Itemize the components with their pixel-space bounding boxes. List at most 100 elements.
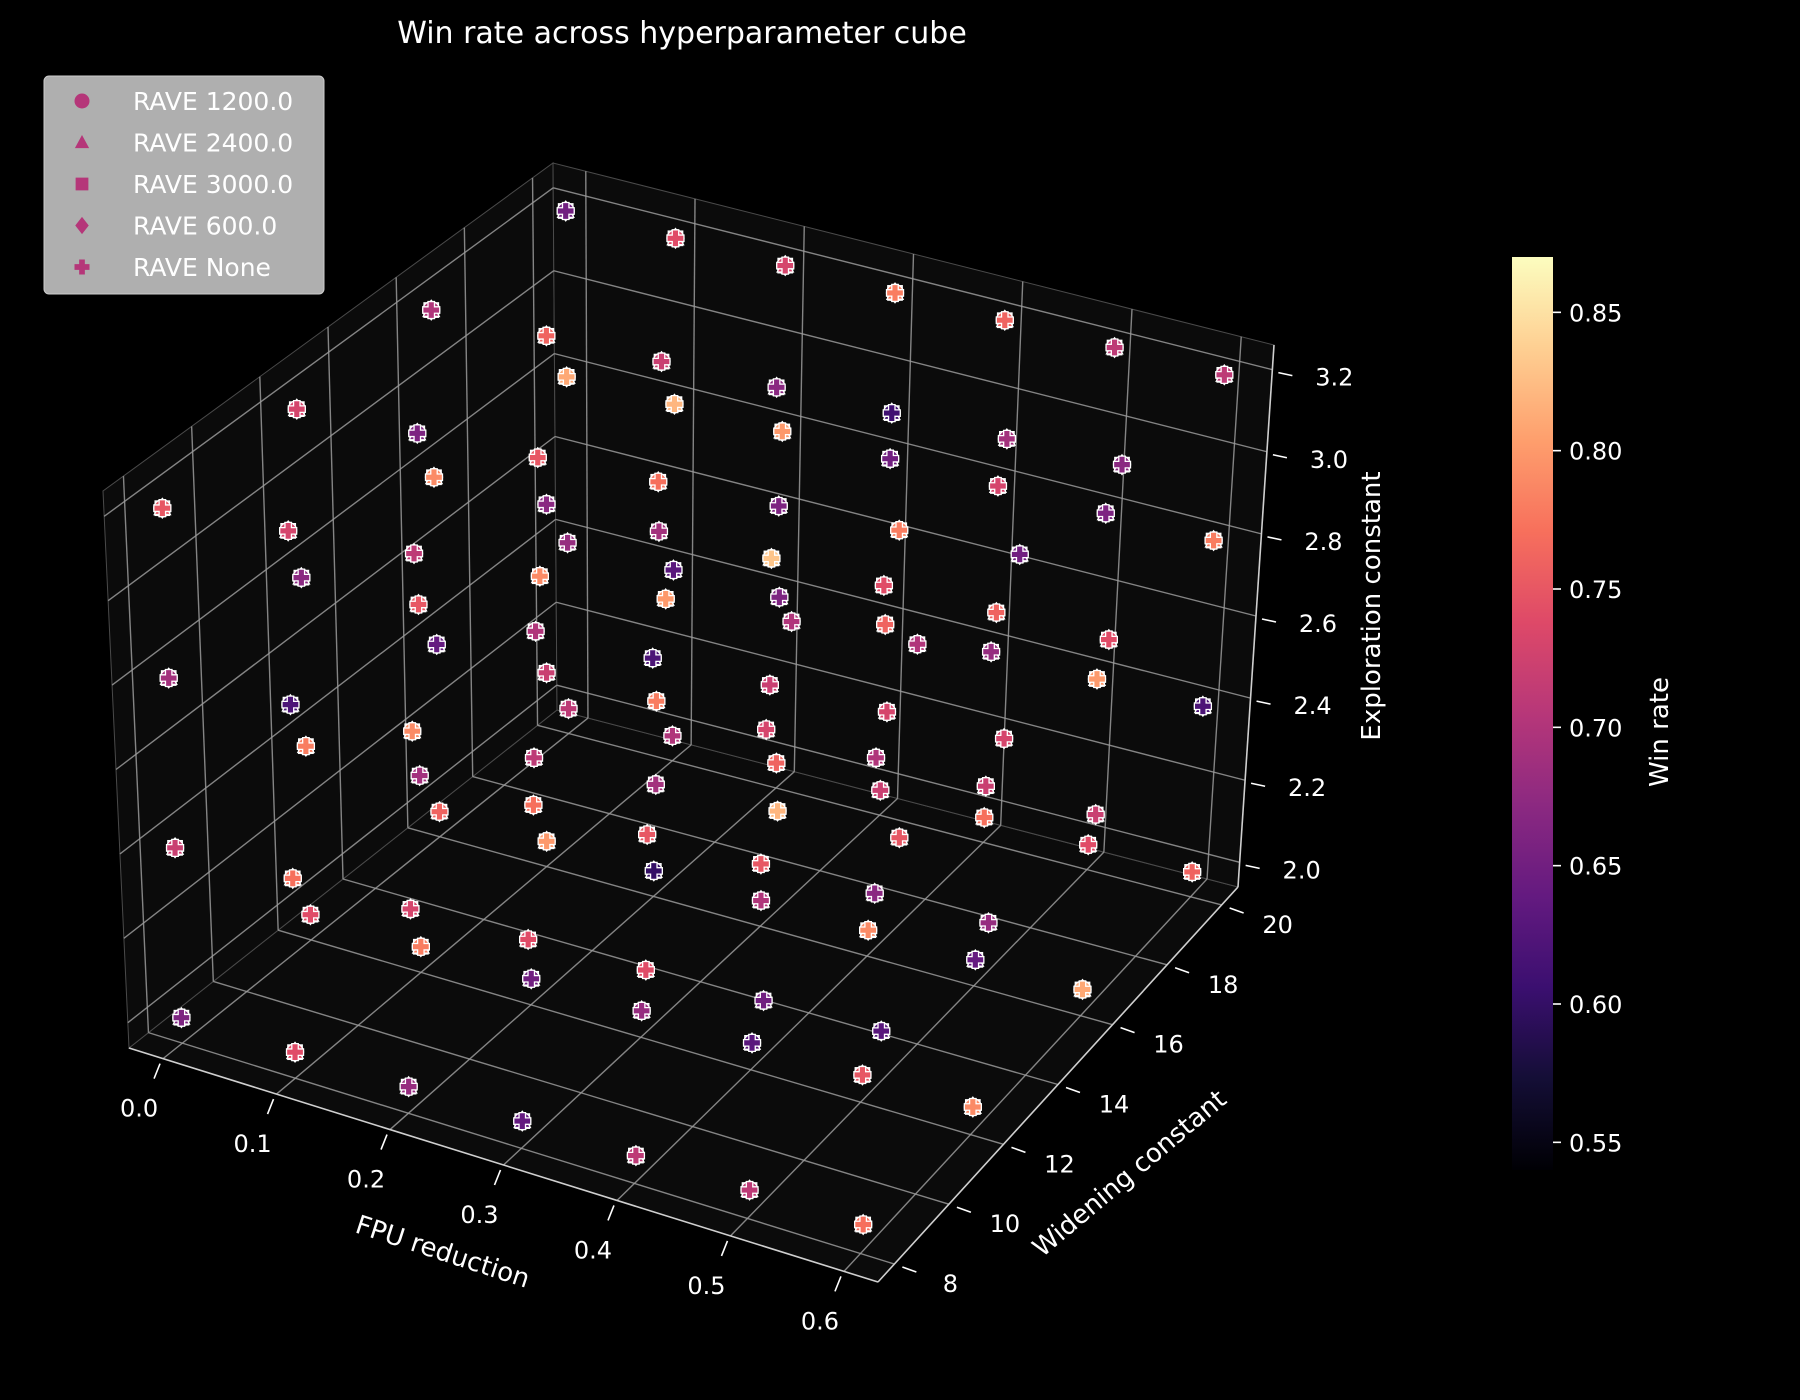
data-point [524, 747, 544, 769]
point-marker-plus [872, 1021, 891, 1041]
data-point [296, 735, 316, 757]
point-marker-plus [742, 1033, 762, 1053]
point-marker-plus [997, 429, 1017, 449]
data-point [646, 773, 665, 796]
point-marker-plus [526, 622, 545, 641]
z-tick-label: 3.0 [1310, 446, 1348, 474]
data-point [979, 911, 998, 934]
point-marker-plus [285, 1043, 305, 1062]
data-point [636, 959, 656, 981]
data-point [404, 542, 424, 565]
point-marker-plus [424, 468, 444, 487]
legend-marker-circle [74, 93, 90, 109]
point-marker-plus [524, 795, 543, 815]
data-point [292, 566, 311, 589]
data-point [885, 282, 905, 304]
data-point [981, 640, 1001, 663]
point-marker-plus [871, 781, 890, 800]
point-marker-plus [1079, 835, 1098, 854]
data-point [994, 727, 1014, 750]
data-point [908, 633, 927, 656]
colorbar-tick-label: 0.55 [1569, 1129, 1622, 1157]
data-point [649, 520, 669, 543]
point-marker-plus [537, 663, 556, 682]
data-point [866, 747, 886, 769]
data-point [663, 725, 682, 747]
point-marker-plus [665, 395, 684, 414]
x-tick-labels: 0.0 0.1 0.2 0.3 0.4 0.5 0.6 [120, 1063, 842, 1335]
point-marker-plus [649, 522, 669, 541]
point-marker-plus [537, 495, 556, 514]
colorbar-ticks: 0.55 0.60 0.65 0.70 0.75 0.80 0.85 [1553, 299, 1622, 1157]
point-marker-plus [908, 635, 927, 654]
data-point [1112, 453, 1132, 476]
point-marker-plus [410, 766, 429, 785]
z-gridline-left [107, 270, 555, 602]
y-tick-mark [956, 1206, 972, 1213]
x-axis-label: FPU reduction [352, 1210, 534, 1295]
point-marker-plus [172, 1008, 191, 1027]
point-marker-plus [638, 825, 657, 844]
data-point [754, 989, 773, 1012]
point-marker-plus [292, 568, 311, 587]
point-marker-plus [643, 648, 662, 668]
x-tick-label: 0.4 [574, 1236, 612, 1264]
point-marker-plus [979, 913, 998, 932]
point-marker-plus [301, 905, 320, 924]
colorbar-tick-label: 0.75 [1569, 576, 1622, 604]
z-axis-label: Exploration constant [1357, 471, 1387, 740]
point-marker-plus [1099, 630, 1118, 649]
point-marker-plus [1010, 545, 1029, 564]
data-point [644, 860, 663, 882]
point-marker-plus [963, 1097, 982, 1117]
data-point [153, 497, 172, 520]
point-marker-plus [528, 448, 547, 467]
z-tick-label: 2.0 [1283, 856, 1321, 884]
point-marker-plus [782, 612, 801, 631]
point-marker-plus [1105, 338, 1124, 357]
data-point [776, 254, 795, 277]
x-tick-mark [380, 1134, 388, 1150]
z-tick-mark [1272, 453, 1288, 459]
z-tick-mark [1261, 618, 1277, 623]
data-point [768, 800, 787, 822]
point-marker-plus [558, 533, 577, 552]
colorbar: 0.55 0.60 0.65 0.70 0.75 0.80 0.85 Win rate [1512, 257, 1675, 1170]
data-point [1096, 502, 1115, 525]
data-point [890, 519, 909, 542]
point-marker-plus [981, 642, 1001, 661]
z-gridline-back [556, 684, 1240, 864]
data-point [638, 823, 657, 846]
point-marker-plus [287, 399, 306, 419]
point-marker-plus [279, 521, 298, 541]
point-marker-plus [296, 737, 316, 756]
y-tick-label: 20 [1262, 911, 1293, 939]
z-gridline-left [123, 601, 557, 939]
data-point [997, 428, 1017, 450]
point-marker-plus [890, 521, 909, 540]
data-point [656, 588, 675, 610]
data-point [1182, 861, 1202, 883]
point-marker-plus [652, 352, 671, 371]
data-point [882, 402, 901, 424]
point-marker-plus [281, 695, 300, 714]
point-marker-plus [283, 869, 302, 888]
data-point [399, 1075, 418, 1098]
point-marker-plus [877, 702, 897, 721]
point-marker-plus [513, 1111, 532, 1131]
point-marker-plus [1193, 697, 1213, 716]
y-tick-mark [1174, 967, 1190, 974]
x-tick-mark [720, 1240, 729, 1257]
colorbar-tick-label: 0.65 [1569, 853, 1622, 881]
y-tick-mark [902, 1266, 917, 1273]
z-tick-label: 2.2 [1288, 774, 1326, 802]
point-marker-plus [751, 891, 771, 910]
point-marker-plus [408, 424, 427, 443]
point-marker-plus [518, 930, 538, 949]
point-marker-plus [165, 838, 185, 858]
data-point [159, 667, 178, 689]
point-marker-plus [767, 378, 786, 397]
legend-label: RAVE 2400.0 [133, 129, 293, 158]
point-marker-plus [987, 603, 1006, 622]
